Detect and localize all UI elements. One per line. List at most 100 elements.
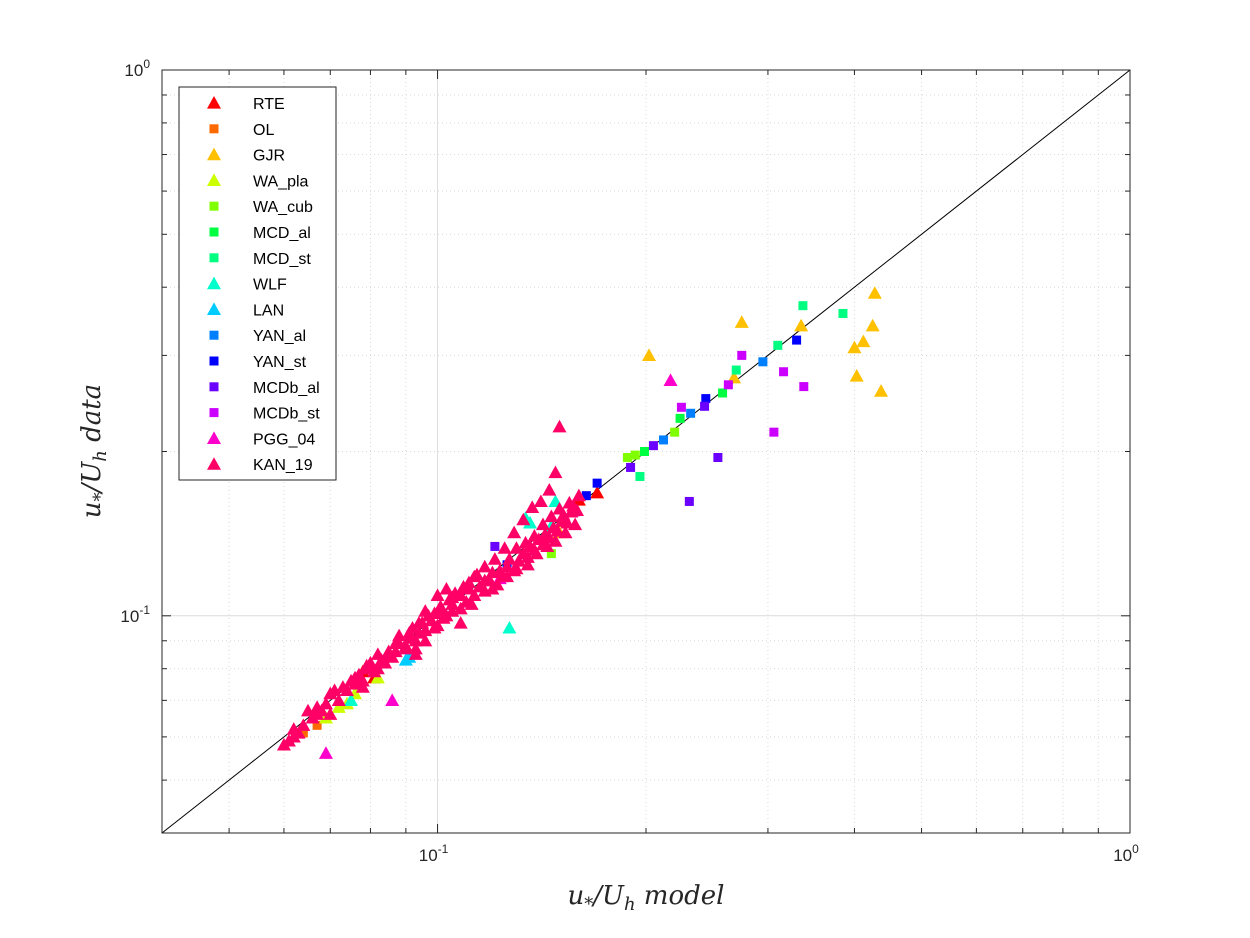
data-point — [626, 462, 636, 472]
data-point — [867, 286, 882, 299]
legend-marker — [209, 330, 219, 340]
data-point — [874, 384, 889, 397]
data-point — [734, 315, 749, 328]
legend-label: WLF — [253, 277, 287, 294]
data-point — [467, 588, 482, 601]
series-kan-19 — [276, 419, 586, 751]
legend-label: MCD_st — [253, 251, 311, 268]
legend-item: WLF — [207, 276, 287, 294]
data-point — [675, 413, 685, 423]
legend-item: WA_pla — [207, 173, 309, 190]
data-point — [847, 340, 862, 354]
data-point — [286, 722, 301, 735]
legend-marker — [207, 302, 221, 315]
data-point — [318, 696, 333, 710]
series-wa-cub — [546, 427, 680, 559]
data-point — [430, 588, 445, 601]
data-point — [453, 601, 468, 615]
data-point — [718, 388, 728, 398]
data-point — [402, 626, 417, 639]
data-point — [659, 435, 669, 445]
data-point — [731, 365, 741, 375]
legend-marker — [207, 173, 221, 186]
data-point — [542, 483, 557, 496]
data-point — [562, 495, 577, 509]
data-point — [552, 419, 567, 433]
data-point — [445, 597, 460, 610]
data-point — [592, 478, 602, 488]
legend-label: WA_pla — [253, 173, 309, 190]
legend-items: RTE OL GJR WA_pla WA_cub MCD_al MCD_st WLF LAN YA… — [207, 96, 320, 474]
data-point — [550, 524, 565, 537]
data-point — [464, 597, 479, 610]
x-tick-label: 100 — [1113, 842, 1139, 865]
data-point — [436, 611, 451, 624]
data-point — [552, 501, 567, 515]
legend-item: YAN_st — [209, 354, 307, 371]
y-axis-title: u*/Uh data — [77, 384, 111, 518]
data-point — [540, 539, 555, 553]
series-mcd-al — [639, 388, 728, 456]
data-point — [548, 465, 563, 479]
data-point — [590, 485, 605, 499]
data-point — [344, 693, 359, 706]
legend-item: MCD_st — [209, 251, 311, 268]
data-point — [398, 641, 413, 655]
legend-marker — [207, 457, 221, 470]
data-point — [355, 680, 370, 693]
legend-marker — [207, 276, 221, 290]
data-point — [630, 450, 640, 460]
data-point — [727, 370, 742, 384]
data-point — [331, 693, 346, 706]
data-point — [500, 569, 515, 583]
legend-marker — [207, 431, 221, 444]
legend-item: MCDb_al — [209, 380, 320, 397]
legend-label: MCD_al — [253, 225, 311, 242]
data-point — [523, 515, 538, 529]
legend-item: KAN_19 — [207, 457, 313, 474]
data-point — [298, 728, 308, 738]
data-point — [370, 647, 385, 660]
data-point — [529, 546, 544, 560]
legend-marker — [209, 408, 219, 418]
data-point — [581, 491, 591, 501]
data-point — [544, 509, 559, 523]
data-point — [492, 563, 507, 577]
legend-label: YAN_st — [253, 354, 307, 371]
data-point — [849, 369, 864, 382]
data-point — [408, 633, 423, 647]
legend-marker — [207, 96, 221, 109]
data-point — [487, 552, 502, 565]
data-point — [469, 567, 484, 581]
data-point — [511, 554, 526, 567]
data-point — [439, 581, 454, 595]
data-point — [571, 488, 586, 502]
series-mcd-st — [635, 301, 848, 481]
data-point — [622, 453, 632, 463]
data-point — [684, 496, 694, 506]
data-point — [323, 707, 338, 720]
data-point — [408, 647, 423, 660]
data-point — [310, 707, 325, 720]
legend-marker — [209, 356, 219, 366]
data-point — [865, 318, 880, 332]
legend-label: YAN_al — [253, 328, 306, 345]
legend-item: OL — [209, 122, 274, 139]
data-point — [536, 517, 551, 531]
data-point — [385, 693, 400, 706]
series-mcdb-al — [490, 401, 723, 551]
data-point — [461, 575, 476, 589]
data-point — [509, 541, 524, 554]
legend-item: MCDb_st — [209, 406, 320, 423]
data-point — [670, 427, 680, 437]
data-point — [713, 453, 723, 463]
data-point — [477, 559, 492, 573]
data-point — [507, 525, 522, 539]
legend-box — [178, 86, 337, 481]
y-tick-label: 10-1 — [120, 603, 150, 626]
data-point — [378, 655, 393, 669]
legend-item: RTE — [207, 96, 285, 113]
data-point — [792, 335, 802, 345]
data-point — [798, 301, 808, 311]
